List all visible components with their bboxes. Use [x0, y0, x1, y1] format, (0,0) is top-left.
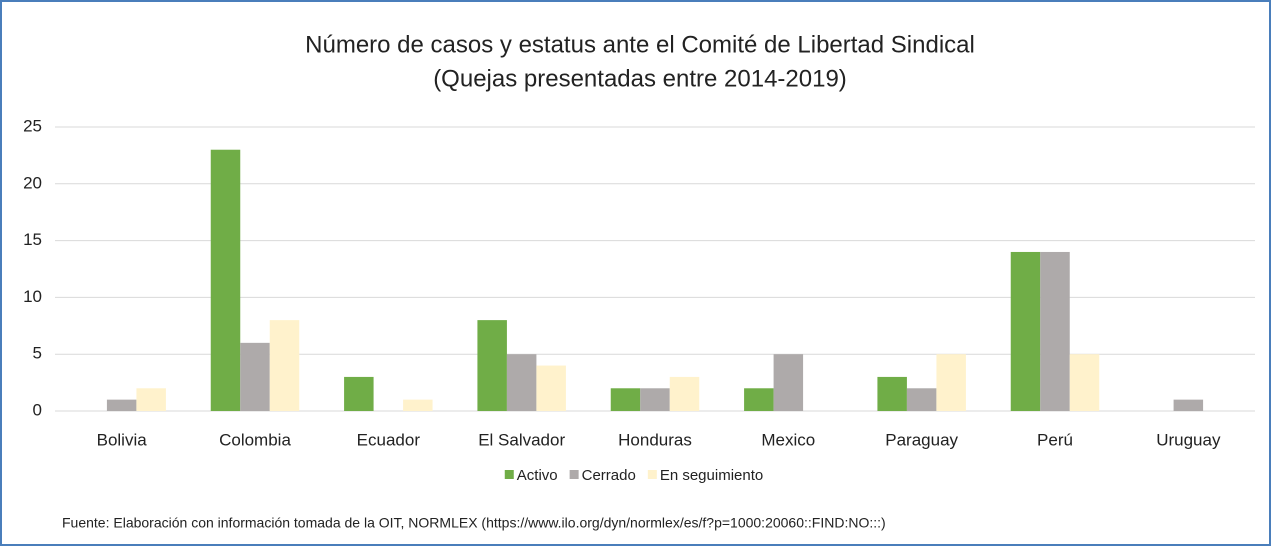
bar — [536, 365, 566, 411]
bar — [1010, 251, 1041, 411]
bar — [403, 399, 433, 411]
bar — [136, 388, 166, 411]
y-tick-label: 0 — [33, 400, 42, 419]
bar — [1069, 354, 1100, 411]
bar — [906, 388, 937, 411]
legend-label: Cerrado — [582, 467, 636, 484]
y-tick-label: 25 — [23, 116, 42, 135]
x-tick-label: Honduras — [618, 430, 692, 449]
x-tick-label: Colombia — [219, 430, 291, 449]
y-tick-label: 15 — [23, 230, 42, 249]
bar — [877, 376, 907, 411]
bar — [210, 149, 241, 411]
bar — [477, 320, 507, 411]
legend-label: En seguimiento — [660, 467, 763, 484]
bar — [610, 388, 641, 411]
bar — [506, 354, 537, 411]
x-tick-label: Perú — [1037, 430, 1073, 449]
chart-title: Número de casos y estatus ante el Comité… — [305, 31, 975, 58]
x-tick-label: Uruguay — [1156, 430, 1221, 449]
legend-swatch — [647, 470, 657, 479]
x-tick-label: El Salvador — [478, 430, 565, 449]
y-tick-label: 20 — [23, 173, 42, 192]
bar — [240, 342, 270, 411]
legend-swatch — [504, 470, 514, 479]
bar — [669, 376, 700, 411]
bar — [936, 354, 966, 411]
bar — [744, 388, 774, 411]
x-tick-label: Mexico — [761, 430, 815, 449]
bar — [106, 399, 137, 411]
bar — [773, 354, 804, 411]
chart-subtitle: (Quejas presentadas entre 2014-2019) — [433, 65, 847, 92]
bar — [344, 376, 374, 411]
bar — [640, 388, 670, 411]
x-tick-label: Bolivia — [97, 430, 148, 449]
x-tick-label: Paraguay — [885, 430, 958, 449]
legend-label: Activo — [517, 467, 558, 484]
y-tick-label: 5 — [33, 344, 42, 363]
legend-swatch — [569, 470, 579, 479]
y-tick-label: 10 — [23, 287, 42, 306]
source-note: Fuente: Elaboración con información toma… — [62, 515, 886, 531]
bar — [269, 320, 300, 411]
x-tick-label: Ecuador — [357, 430, 421, 449]
bar — [1040, 251, 1070, 411]
bar — [1173, 399, 1204, 411]
